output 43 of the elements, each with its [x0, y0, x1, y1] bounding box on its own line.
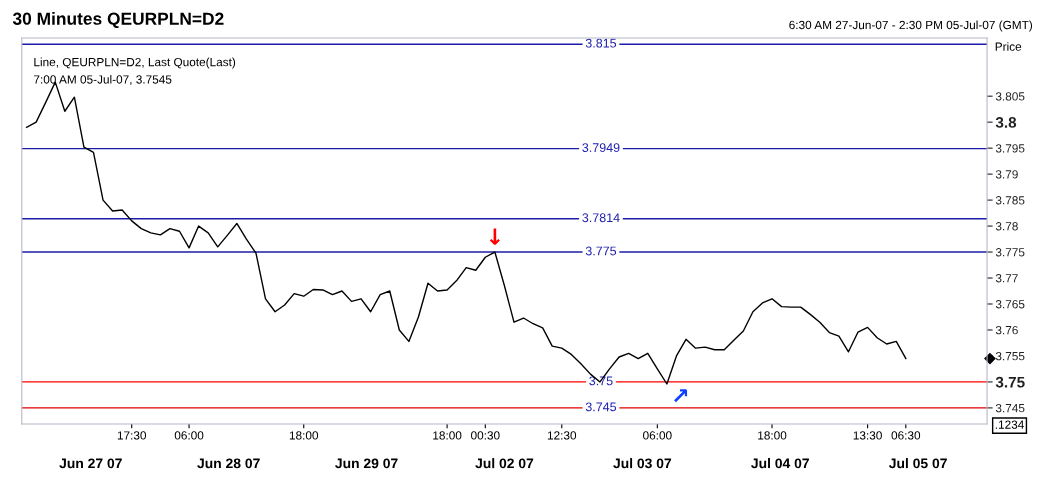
- x-tick-label: 12:30: [547, 431, 577, 440]
- x-tick-label: 13:30: [853, 431, 882, 440]
- text: Jun 27 07: [59, 458, 122, 469]
- ref-line-label: 3.745: [585, 402, 617, 412]
- y-tick-label: 3.76: [995, 326, 1018, 335]
- ref-line-label: 3.775: [585, 246, 617, 256]
- y-tick-label: 3.795: [995, 144, 1025, 153]
- y-tick-label: 3.79: [995, 170, 1018, 179]
- y-axis-title: Price: [995, 42, 1022, 51]
- y-tick-label: 3.77: [995, 274, 1018, 283]
- x-tick-label: 06:30: [891, 431, 921, 440]
- y-tick-label: 3.785: [995, 196, 1025, 205]
- text: Jun 28 07: [197, 458, 260, 469]
- y-tick-label: 3.765: [995, 300, 1025, 309]
- x-tick-label: 06:00: [174, 431, 204, 440]
- x-tick-label: 18:00: [433, 431, 462, 440]
- text: Jun 29 07: [335, 458, 398, 469]
- text: Jul 03 07: [613, 458, 672, 469]
- x-tick-label: 06:00: [643, 431, 672, 440]
- text: Jul 04 07: [751, 458, 809, 469]
- x-tick-label: 18:00: [758, 431, 787, 440]
- text: Jul 05 07: [888, 458, 947, 469]
- x-tick-label: 17:30: [117, 431, 147, 440]
- ref-line-label: 3.815: [585, 38, 617, 48]
- x-tick-label: 00:30: [471, 431, 500, 440]
- annotation: ↓: [489, 228, 500, 245]
- y-tick-label: 3.78: [995, 222, 1018, 231]
- y-tick-label: 3.755: [995, 351, 1025, 361]
- x-tick-label: 18:00: [289, 431, 319, 440]
- y-tick-label: 3.8: [995, 117, 1017, 128]
- text: Jul 02 07: [475, 458, 534, 469]
- y-tick-label: 3.805: [995, 92, 1025, 101]
- ref-line-label: 3.7814: [582, 213, 620, 223]
- annotation: Line, QEURPLN=D2, Last Quote(Last): [34, 57, 236, 69]
- text: .1234: [995, 420, 1024, 429]
- y-tick-label: 3.745: [995, 403, 1025, 413]
- y-tick-label: 3.75: [995, 376, 1025, 388]
- chart-subtitle: 6:30 AM 27-Jun-07 - 2:30 PM 05-Jul-07 (GMT): [789, 20, 1033, 32]
- annotation: 7:00 AM 05-Jul-07, 3.7545: [34, 74, 172, 86]
- chart-title: 30 Minutes QEURPLN=D2: [12, 12, 224, 29]
- y-tick-label: 3.775: [995, 248, 1025, 257]
- annotation: ↗: [674, 389, 688, 403]
- ref-line-label: 3.7949: [582, 143, 620, 153]
